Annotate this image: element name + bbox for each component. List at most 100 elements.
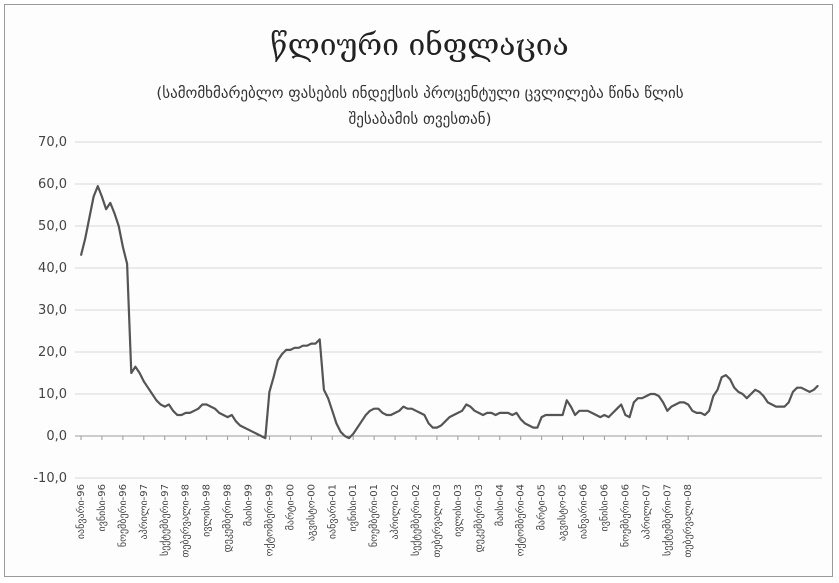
data-point <box>260 435 262 437</box>
data-point <box>700 412 702 414</box>
y-tick-label: 20,0 <box>38 345 67 360</box>
data-point <box>419 412 421 414</box>
data-point <box>742 393 744 395</box>
data-point <box>788 401 790 403</box>
data-point <box>394 412 396 414</box>
data-point <box>687 403 689 406</box>
data-point <box>499 412 501 414</box>
y-tick-label: 70,0 <box>38 135 67 150</box>
data-point <box>361 420 363 422</box>
data-point <box>675 403 677 406</box>
data-point <box>616 408 618 410</box>
data-point <box>105 208 107 210</box>
x-tick-label: ნოემბერი-06 <box>619 484 631 547</box>
data-point <box>180 414 183 416</box>
data-point <box>578 410 580 412</box>
data-point <box>252 431 254 433</box>
data-point <box>716 389 719 391</box>
data-point <box>373 408 375 410</box>
data-point <box>608 416 610 418</box>
data-point <box>649 393 652 395</box>
data-point <box>758 391 761 393</box>
data-point <box>641 397 643 399</box>
data-point <box>520 418 522 420</box>
x-tick-label: სექტემბერი-07 <box>661 484 673 556</box>
x-tick-label: ნოემბერი-96 <box>117 484 129 547</box>
data-point <box>176 414 178 416</box>
data-point <box>247 429 250 431</box>
data-point <box>775 406 777 408</box>
data-point <box>696 412 698 414</box>
data-point <box>729 378 731 380</box>
x-tick-label: ივნისი-01 <box>347 484 359 531</box>
x-tick-label: აგვისტო-00 <box>305 484 317 541</box>
data-point <box>783 406 786 408</box>
x-tick-label: ოქტომბერი-04 <box>515 484 527 556</box>
data-point <box>407 408 409 410</box>
x-tick-label: დეკემბერი-03 <box>473 484 485 552</box>
data-point <box>771 403 773 406</box>
data-point <box>273 376 275 378</box>
data-point <box>352 433 354 435</box>
data-point <box>813 389 815 391</box>
x-tick-label: მაისი-99 <box>243 484 255 526</box>
data-point <box>164 406 166 408</box>
data-point <box>314 343 317 345</box>
x-tick-label: აპრილი-07 <box>640 484 652 539</box>
data-point <box>599 416 601 418</box>
data-point <box>490 412 492 414</box>
data-point <box>327 397 329 399</box>
data-point <box>197 408 199 410</box>
data-point <box>201 403 203 406</box>
data-point <box>302 345 304 347</box>
data-point <box>398 410 400 412</box>
data-point <box>482 414 484 416</box>
y-tick-label: 60,0 <box>38 177 67 192</box>
data-point <box>386 414 388 416</box>
data-point <box>356 427 358 429</box>
data-point <box>725 374 727 376</box>
data-point <box>453 414 455 416</box>
data-point <box>708 410 710 412</box>
data-point <box>457 412 459 414</box>
data-point <box>474 410 476 412</box>
data-point <box>536 427 539 429</box>
data-point <box>344 435 346 437</box>
data-point <box>218 412 220 414</box>
data-point <box>733 387 735 389</box>
x-tick-label: სექტემბერი-02 <box>410 484 422 556</box>
data-point <box>227 416 229 418</box>
data-point <box>143 380 145 382</box>
data-point <box>277 359 279 361</box>
data-point <box>620 403 622 406</box>
data-point <box>122 246 124 248</box>
data-point <box>365 414 367 416</box>
data-point <box>335 422 337 424</box>
data-point <box>189 412 191 414</box>
data-point <box>633 401 635 403</box>
x-tick-label: მაისი-04 <box>494 484 506 526</box>
data-point <box>130 372 132 374</box>
data-point <box>134 366 136 368</box>
data-point <box>809 391 811 393</box>
x-tick-label: იანვარი-01 <box>326 484 338 539</box>
data-point <box>126 263 128 265</box>
data-point <box>645 395 647 397</box>
data-point <box>629 416 631 418</box>
data-point <box>679 401 681 403</box>
data-point <box>582 410 585 412</box>
data-point <box>448 416 451 418</box>
x-tick-label: მარტი-05 <box>536 484 548 530</box>
y-tick-label: 0,0 <box>46 429 67 444</box>
data-point <box>97 185 99 187</box>
x-tick-label: იანვარი-06 <box>578 484 590 539</box>
data-point <box>495 414 497 416</box>
data-point <box>281 353 283 355</box>
data-point <box>570 406 572 408</box>
data-point <box>461 410 463 412</box>
x-tick-label: იანვარი-96 <box>75 484 87 539</box>
y-tick-label: 10,0 <box>38 387 67 402</box>
data-point <box>214 408 216 410</box>
x-tick-label: ნოემბერი-01 <box>368 484 380 547</box>
